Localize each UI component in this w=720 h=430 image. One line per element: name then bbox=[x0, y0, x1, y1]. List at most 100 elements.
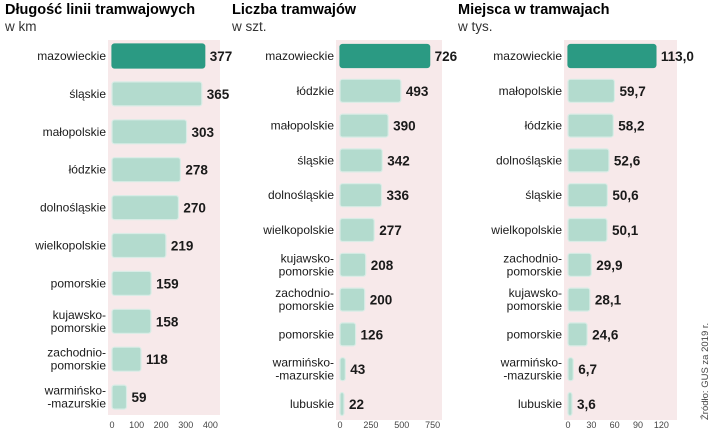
category-label: łódzkie bbox=[297, 84, 335, 98]
x-tick-label: 400 bbox=[203, 420, 218, 430]
x-tick-label: 30 bbox=[586, 420, 596, 430]
category-label: pomorskie bbox=[507, 327, 563, 341]
value-label: 277 bbox=[379, 223, 402, 238]
category-label: małopolskie bbox=[43, 125, 107, 139]
value-label: 52,6 bbox=[614, 153, 641, 168]
bar bbox=[111, 270, 152, 296]
chart-subtitle: w km bbox=[4, 19, 37, 34]
category-label: lubuskie bbox=[518, 397, 562, 411]
x-tick-label: 0 bbox=[337, 420, 342, 430]
value-label: 24,6 bbox=[592, 327, 619, 342]
value-label: 28,1 bbox=[595, 293, 622, 308]
x-tick-label: 500 bbox=[394, 420, 409, 430]
value-label: 126 bbox=[361, 327, 384, 342]
category-label: zachodnio-pomorskie bbox=[275, 286, 334, 313]
x-tick-label: 750 bbox=[425, 420, 440, 430]
bar bbox=[339, 148, 383, 173]
bar bbox=[567, 183, 608, 208]
value-label: 390 bbox=[393, 119, 416, 134]
bar bbox=[339, 287, 366, 312]
category-label: kujawsko-pomorskie bbox=[51, 308, 107, 335]
bar bbox=[567, 43, 657, 69]
category-label: łódzkie bbox=[69, 163, 107, 177]
bar bbox=[111, 43, 206, 69]
source-note: Źródło: GUS za 2019 r. bbox=[700, 323, 711, 420]
value-label: 726 bbox=[435, 49, 458, 64]
value-label: 113,0 bbox=[661, 49, 694, 64]
bar bbox=[339, 217, 375, 243]
category-label: dolnośląskie bbox=[496, 153, 562, 167]
x-tick-label: 100 bbox=[129, 420, 144, 430]
category-label: śląskie bbox=[525, 188, 562, 202]
bar bbox=[567, 357, 574, 382]
category-label: warmińsko--mazurskie bbox=[272, 356, 335, 383]
value-label: 118 bbox=[146, 352, 168, 367]
value-label: 58,2 bbox=[618, 119, 644, 134]
value-label: 278 bbox=[185, 163, 208, 178]
bar bbox=[111, 119, 188, 145]
value-label: 365 bbox=[207, 87, 230, 102]
bar bbox=[567, 287, 591, 312]
category-label: dolnośląskie bbox=[268, 188, 334, 202]
category-label: lubuskie bbox=[290, 397, 334, 411]
bar bbox=[111, 232, 167, 259]
chart-subtitle: w tys. bbox=[457, 19, 493, 34]
category-label: mazowieckie bbox=[265, 49, 334, 63]
bar bbox=[339, 252, 367, 277]
x-tick-label: 200 bbox=[154, 420, 169, 430]
value-label: 3,6 bbox=[577, 397, 596, 412]
value-label: 303 bbox=[192, 125, 215, 140]
bar bbox=[111, 346, 142, 372]
bar bbox=[567, 391, 573, 417]
category-label: małopolskie bbox=[499, 84, 563, 98]
bar bbox=[339, 43, 431, 69]
bar bbox=[111, 308, 152, 334]
value-label: 493 bbox=[406, 84, 429, 99]
bar bbox=[567, 78, 616, 103]
bar bbox=[111, 157, 181, 183]
category-label: śląskie bbox=[297, 153, 334, 167]
chart-title: Liczba tramwajów bbox=[232, 2, 357, 18]
value-label: 59,7 bbox=[619, 84, 645, 99]
bar bbox=[339, 183, 383, 208]
value-label: 200 bbox=[370, 293, 393, 308]
value-label: 270 bbox=[183, 201, 206, 216]
category-label: pomorskie bbox=[279, 327, 335, 341]
value-label: 219 bbox=[171, 239, 194, 254]
chart-title: Długość linii tramwajowych bbox=[5, 2, 195, 18]
bar bbox=[339, 357, 346, 382]
value-label: 59 bbox=[132, 390, 147, 405]
bar bbox=[339, 391, 345, 417]
category-label: mazowieckie bbox=[37, 49, 106, 63]
value-label: 43 bbox=[350, 362, 366, 377]
x-tick-label: 60 bbox=[610, 420, 620, 430]
x-tick-label: 0 bbox=[109, 420, 114, 430]
category-label: kujawsko-pomorskie bbox=[279, 251, 335, 278]
bar bbox=[111, 195, 180, 221]
category-label: łódzkie bbox=[525, 119, 563, 133]
category-label: wielkopolskie bbox=[34, 239, 106, 253]
value-label: 208 bbox=[371, 258, 394, 273]
x-tick-label: 0 bbox=[565, 420, 570, 430]
x-tick-label: 90 bbox=[633, 420, 643, 430]
value-label: 50,6 bbox=[612, 188, 639, 203]
chart-subtitle: w szt. bbox=[231, 19, 267, 34]
category-label: dolnośląskie bbox=[40, 201, 106, 215]
category-label: zachodnio-pomorskie bbox=[503, 251, 562, 278]
bar bbox=[339, 78, 402, 103]
value-label: 50,1 bbox=[612, 223, 639, 238]
x-tick-label: 300 bbox=[178, 420, 193, 430]
category-label: pomorskie bbox=[51, 276, 107, 290]
category-label: warmińsko--mazurskie bbox=[500, 356, 563, 383]
category-label: kujawsko-pomorskie bbox=[507, 286, 563, 313]
category-label: śląskie bbox=[69, 87, 106, 101]
value-label: 377 bbox=[210, 49, 233, 64]
bar bbox=[567, 252, 592, 277]
value-label: 336 bbox=[386, 188, 409, 203]
bar bbox=[111, 384, 128, 410]
bar bbox=[111, 81, 203, 107]
